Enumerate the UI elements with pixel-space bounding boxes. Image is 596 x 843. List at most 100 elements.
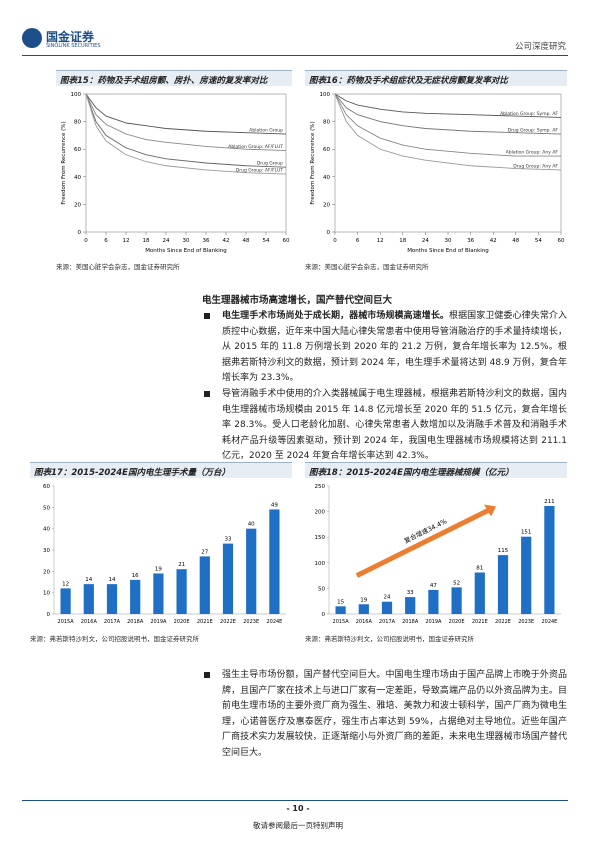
bar [130, 579, 141, 614]
bar [497, 555, 509, 614]
chart: 0 20 40 60 80 100 0 6 12 18 24 30 36 42 48 54 60 Months S… [61, 92, 290, 254]
value-label: 33 [225, 537, 232, 543]
bar [222, 543, 234, 614]
y-tick-label: 40 [323, 175, 330, 181]
series-label: Ablation Group: Any AF [506, 150, 559, 156]
x-axis-label: Months Since End of Blanking [145, 248, 227, 254]
x-tick-label: 42 [490, 238, 497, 244]
y-axis-label: Freedom From Recurrence (%) [310, 121, 316, 204]
y-tick-label: 100 [320, 92, 331, 98]
x-tick-label: 2020E [449, 619, 465, 625]
value-label: 52 [453, 580, 460, 586]
trend-arrow [355, 507, 492, 578]
x-tick-label: 0 [333, 238, 337, 244]
source: 来源：弗若斯特沙利文，公司招股说明书，国金证券研究所 [30, 635, 199, 643]
bullet-lead: 电生理手术市场尚处于成长期，器械市场规模高速增长。 [222, 311, 450, 321]
x-tick-label: 2021E [472, 619, 488, 625]
y-tick-label: 20 [323, 202, 330, 208]
page-number: - 10 - [286, 804, 310, 813]
series-label: Drug Group: AF/FLUT [236, 168, 283, 174]
x-tick-label: 6 [104, 238, 108, 244]
chart: 0 10 20 30 40 50 60 12 2015A 14 2016A 14 2017A 16 2018… [43, 484, 286, 625]
bar [405, 597, 416, 614]
x-tick-label: 60 [283, 238, 290, 244]
bar [358, 604, 369, 614]
y-tick-label: 20 [74, 202, 81, 208]
y-tick-label: 30 [43, 548, 50, 554]
series-label: Drug Group: Any AF [513, 163, 558, 169]
value-label: 211 [544, 499, 555, 505]
x-tick-label: 12 [377, 238, 384, 244]
value-label: 81 [476, 566, 483, 572]
x-tick-label: 2023E [243, 619, 259, 625]
value-label: 151 [521, 530, 532, 536]
bullet: 导管消融手术中使用的介入类器械属于电生理器械，根据弗若斯特沙利文的数据，国内电生… [204, 387, 567, 465]
bullet: 强生主导市场份额，国产替代空间巨大。中国电生理市场由于国产品牌上市晚于外资品牌，… [204, 668, 567, 761]
y-tick-label: 50 [318, 586, 325, 592]
km-curve [334, 93, 562, 171]
bar [60, 588, 71, 614]
km-curve [334, 93, 562, 135]
figure-title: 图表15：药物及手术组房颤、房扑、房速的复发率对比 [56, 70, 292, 86]
value-label: 21 [178, 562, 185, 568]
bar [544, 505, 555, 614]
bar [335, 606, 346, 614]
x-tick-label: 18 [399, 238, 406, 244]
value-label: 49 [271, 502, 278, 508]
disclaimer: 敬请参阅最后一页特别声明 [253, 821, 343, 830]
x-tick-label: 54 [535, 238, 542, 244]
y-tick-label: 20 [43, 569, 50, 575]
y-tick-label: 0 [78, 230, 82, 236]
series-label: Ablation Group: Symp. AF [500, 111, 558, 117]
x-tick-label: 2022E [495, 619, 511, 625]
figure-title: 图表16：药物及手术组症状及无症状房颤复发率对比 [305, 70, 567, 86]
section-heading: 电生理器械市场高速增长，国产替代空间巨大 [202, 295, 393, 306]
y-tick-label: 60 [43, 484, 50, 490]
logo-text: 国金证券 [46, 30, 95, 44]
y-tick-label: 60 [323, 147, 330, 153]
series-label: Ablation Group: AF/FLUT [228, 144, 283, 150]
chart: 0 50 100 150 200 250 15 2015A 19 2016A 24 2017A 33 20… [315, 484, 561, 625]
series-label: Drug Group: Symp. AF [508, 128, 559, 134]
x-tick-label: 2021E [197, 619, 213, 625]
value-label: 27 [201, 549, 208, 555]
x-tick-label: 18 [143, 238, 150, 244]
bullet-text: 根据国家卫健委心律失常介入质控中心数据，近年来中国大陆心律失常患者中使用导管消融… [222, 311, 567, 383]
arrow-head [484, 504, 497, 517]
value-label: 47 [430, 583, 437, 589]
x-tick-label: 60 [558, 238, 565, 244]
y-tick-label: 100 [315, 561, 326, 567]
x-tick-label: 2017A [104, 619, 121, 625]
bar [451, 587, 462, 614]
y-tick-label: 0 [327, 230, 331, 236]
y-axis-label: Freedom From Recurrence (%) [61, 121, 67, 204]
value-label: 12 [62, 581, 69, 587]
figure-title: 图表18：2015-2024E国内电生理器械规模（亿元） [305, 462, 567, 478]
y-tick-label: 150 [315, 535, 326, 541]
value-label: 19 [155, 566, 162, 572]
bar [153, 573, 164, 614]
x-tick-label: 2015A [58, 619, 75, 625]
bar [199, 556, 210, 614]
bar [269, 509, 280, 614]
x-axis-label: Months Since End of Blanking [407, 248, 489, 254]
x-tick-label: 2016A [81, 619, 98, 625]
value-label: 15 [337, 599, 344, 605]
value-label: 19 [360, 597, 367, 603]
bullet-mark [204, 313, 210, 319]
x-tick-label: 6 [356, 238, 360, 244]
footer-rule [22, 800, 568, 801]
value-label: 115 [498, 548, 509, 554]
km-curve [334, 93, 562, 118]
bar [428, 589, 439, 614]
x-tick-label: 12 [123, 238, 130, 244]
y-tick-label: 80 [74, 120, 81, 126]
bar [106, 584, 118, 614]
x-tick-label: 2015A [333, 619, 350, 625]
x-tick-label: 2019A [150, 619, 167, 625]
y-tick-label: 250 [315, 484, 326, 490]
x-tick-label: 0 [84, 238, 88, 244]
bar [176, 569, 187, 614]
km-curve [85, 93, 287, 168]
